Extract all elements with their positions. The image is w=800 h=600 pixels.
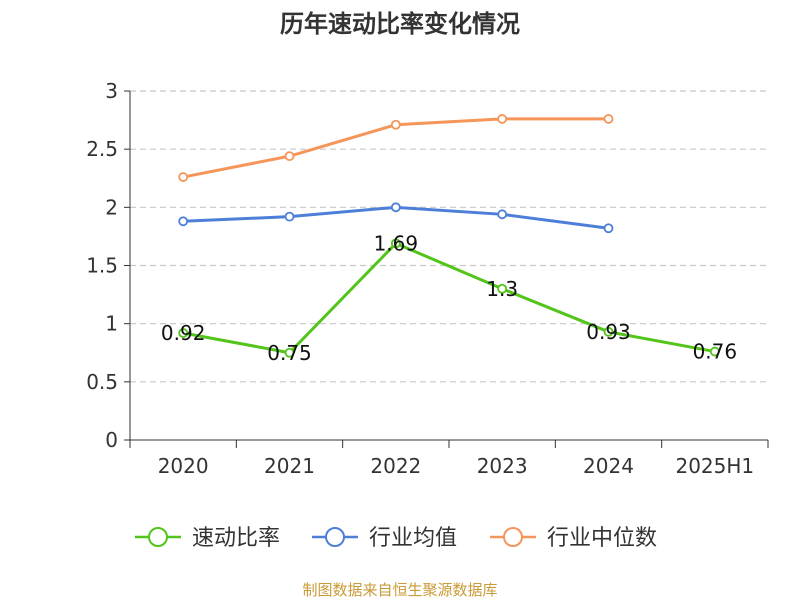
y-tick-label: 0.5 [86, 370, 118, 394]
data-label: 1.3 [486, 277, 518, 301]
series-lines [178, 114, 720, 358]
data-point [603, 114, 614, 124]
axes: 0 0.5 1 1.5 2 2.5 3 2020 2021 2022 2023 2024 2025H1 [86, 79, 769, 478]
legend-item: 行业中位数 [490, 526, 657, 551]
data-point [497, 114, 508, 124]
legend: 速动比率 行业均值 行业中位数 [135, 526, 657, 551]
chart-title: 历年速动比率变化情况 [280, 10, 520, 38]
data-point [390, 238, 401, 249]
legend-label: 速动比率 [192, 526, 280, 551]
data-point [178, 328, 189, 338]
data-point [284, 211, 295, 222]
x-tick-label: 2025H1 [675, 454, 754, 478]
y-tick-label: 2 [105, 195, 118, 219]
data-point [390, 202, 401, 213]
data-label: 0.75 [267, 341, 312, 365]
data-labels: 0.92 0.75 1.69 1.3 0.93 0.76 [161, 231, 737, 364]
legend-marker [148, 527, 168, 547]
data-point [709, 346, 720, 357]
y-tick-label: 0 [105, 428, 118, 452]
data-point [284, 151, 295, 162]
data-label: 0.93 [586, 320, 631, 344]
y-tick-label: 3 [105, 79, 118, 103]
y-tick-label: 1 [105, 312, 118, 336]
legend-label: 行业均值 [369, 526, 457, 551]
x-tick-label: 2020 [158, 454, 209, 478]
x-tick-label: 2023 [477, 454, 528, 478]
source-note: 制图数据来自恒生聚源数据库 [302, 581, 497, 599]
data-point [178, 172, 189, 182]
legend-item: 行业均值 [312, 526, 457, 551]
grid-lines [130, 90, 768, 383]
legend-item: 速动比率 [135, 526, 280, 551]
x-tick-label: 2022 [370, 454, 421, 478]
legend-label: 行业中位数 [547, 526, 657, 551]
series-line [182, 241, 716, 355]
y-tick-label: 2.5 [86, 137, 118, 161]
x-tick-label: 2024 [583, 454, 634, 478]
data-point [497, 283, 508, 294]
y-tick-label: 1.5 [86, 254, 118, 278]
legend-marker [503, 527, 523, 547]
data-point [497, 209, 508, 220]
x-tick-label: 2021 [264, 454, 315, 478]
data-point [390, 119, 401, 130]
series-1 [178, 202, 614, 234]
data-label: 0.92 [161, 321, 206, 345]
data-point [603, 326, 614, 337]
series-0 [178, 238, 720, 358]
data-point [603, 223, 614, 234]
data-label: 1.69 [374, 231, 419, 255]
series-2 [178, 114, 614, 182]
data-point [284, 347, 295, 358]
data-label: 0.76 [693, 340, 738, 364]
data-point [178, 216, 189, 227]
legend-marker [325, 527, 345, 547]
